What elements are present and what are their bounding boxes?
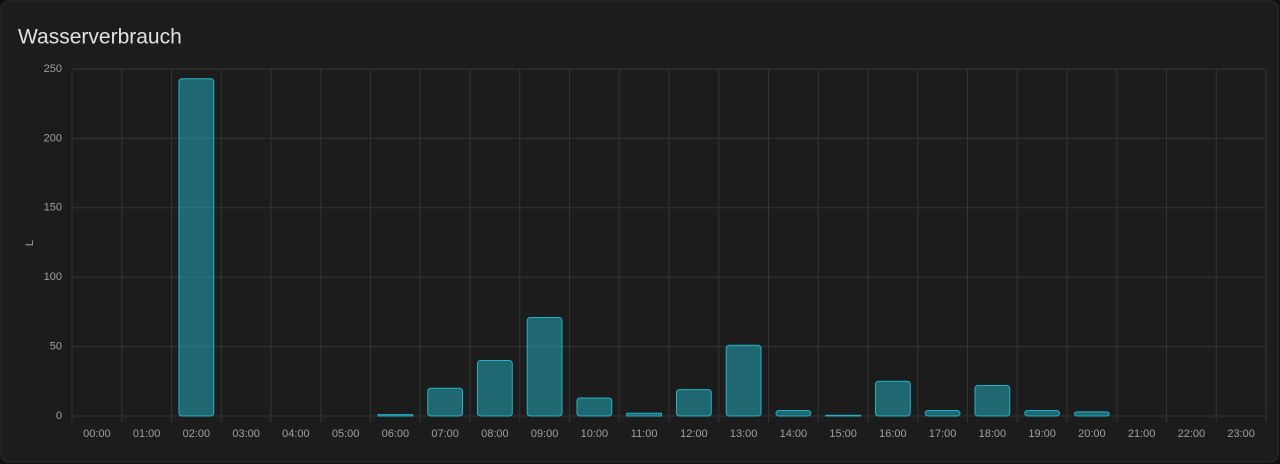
bar <box>675 389 712 417</box>
bar <box>924 409 961 417</box>
bar <box>526 316 563 417</box>
y-tick-label: 50 <box>50 341 62 353</box>
x-tick-label: 13:00 <box>730 428 758 440</box>
x-tick-label: 14:00 <box>780 428 808 440</box>
y-axis-label: L <box>24 240 36 246</box>
x-tick-label: 04:00 <box>282 428 310 440</box>
x-tick-label: 21:00 <box>1128 428 1156 440</box>
x-tick-label: 01:00 <box>133 428 161 440</box>
x-tick-label: 22:00 <box>1178 428 1206 440</box>
bar <box>775 409 812 417</box>
bar <box>427 387 464 417</box>
x-tick-label: 19:00 <box>1028 428 1056 440</box>
bar <box>874 380 911 417</box>
x-tick-label: 17:00 <box>929 428 957 440</box>
bar <box>476 359 513 417</box>
x-tick-label: 00:00 <box>83 428 111 440</box>
x-tick-label: 16:00 <box>879 428 907 440</box>
y-tick-label: 0 <box>56 410 62 422</box>
y-tick-label: 200 <box>44 132 62 144</box>
bar <box>626 412 663 417</box>
chart-title: Wasserverbrauch <box>18 26 182 49</box>
bar <box>825 414 862 417</box>
bar <box>178 78 215 417</box>
x-tick-label: 06:00 <box>382 428 410 440</box>
x-tick-label: 18:00 <box>979 428 1007 440</box>
y-tick-label: 150 <box>44 202 62 214</box>
bar <box>1073 411 1110 417</box>
x-tick-label: 12:00 <box>680 428 708 440</box>
x-tick-label: 02:00 <box>183 428 211 440</box>
bar <box>1024 409 1061 417</box>
bar <box>576 397 613 417</box>
x-tick-label: 09:00 <box>531 428 559 440</box>
x-tick-label: 07:00 <box>431 428 459 440</box>
x-tick-label: 11:00 <box>631 428 658 440</box>
x-tick-label: 10:00 <box>581 428 609 440</box>
x-tick-label: 23:00 <box>1227 428 1255 440</box>
x-tick-label: 20:00 <box>1078 428 1106 440</box>
x-tick-label: 15:00 <box>829 428 857 440</box>
bar <box>974 384 1011 417</box>
x-tick-label: 05:00 <box>332 428 360 440</box>
bar <box>725 344 762 417</box>
x-tick-label: 03:00 <box>232 428 260 440</box>
y-tick-label: 100 <box>44 271 62 283</box>
x-tick-label: 08:00 <box>481 428 509 440</box>
bar <box>377 414 414 417</box>
y-tick-label: 250 <box>44 63 62 75</box>
